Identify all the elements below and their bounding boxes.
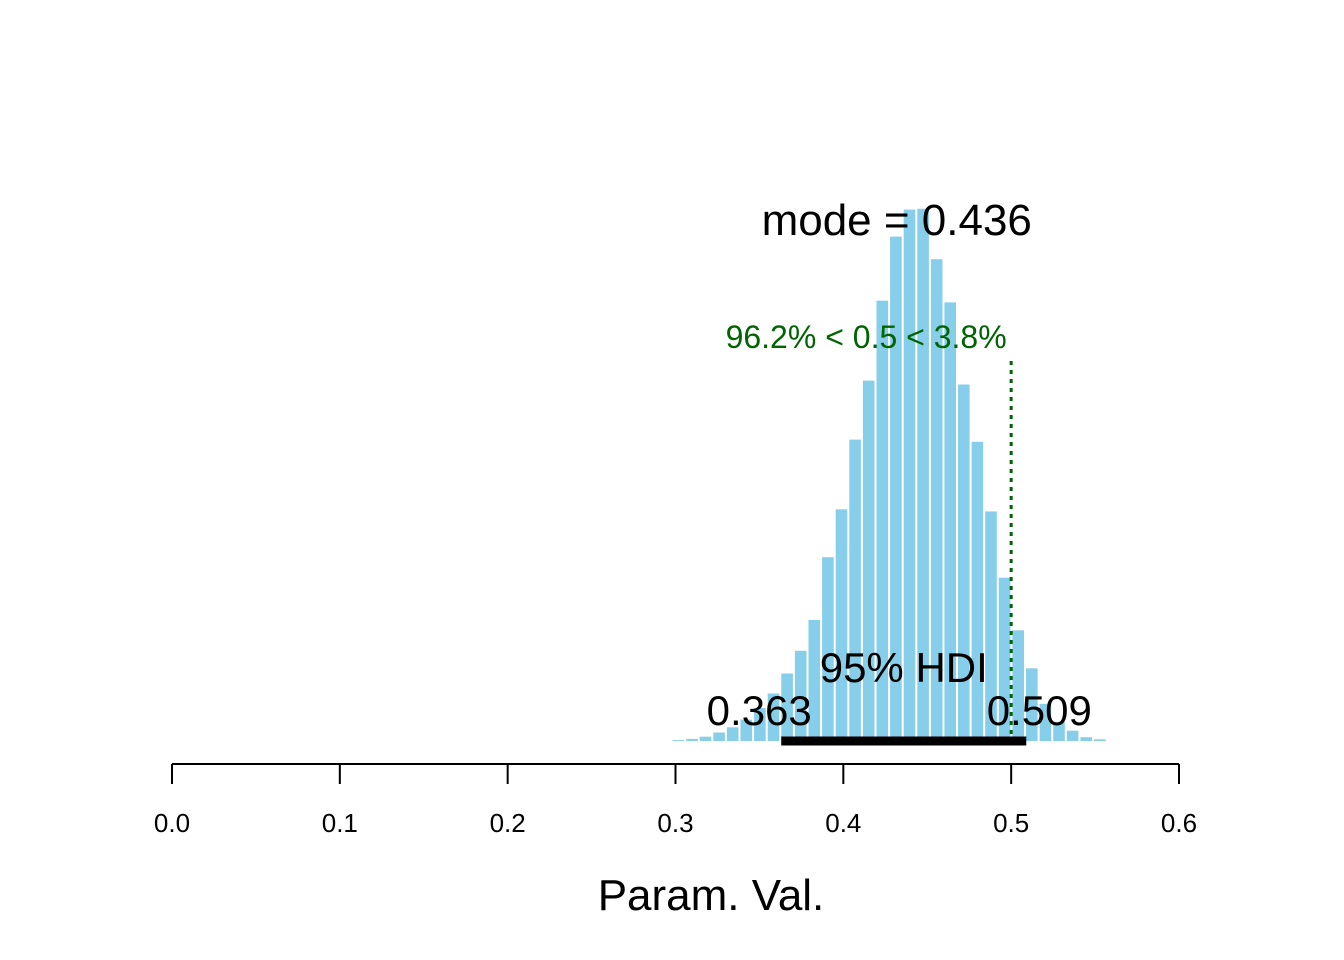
mode-label: mode = 0.436 — [762, 196, 1032, 245]
histogram-bar — [767, 693, 780, 741]
histogram-bar — [917, 208, 929, 742]
histogram-bar — [1012, 630, 1024, 741]
histogram-bar — [890, 236, 902, 741]
histogram-bar — [672, 740, 685, 741]
histogram-bar — [808, 620, 821, 741]
histogram-bar — [1094, 739, 1106, 741]
histogram-bar — [822, 557, 834, 741]
histogram-bar — [985, 511, 997, 741]
histogram-bar — [686, 738, 698, 741]
histogram-bar — [849, 439, 861, 741]
x-tick-label: 0.0 — [154, 808, 190, 838]
hdi-label: 95% HDI — [820, 644, 988, 691]
x-axis-label: Param. Val. — [598, 871, 825, 920]
comparison-label: 96.2% < 0.5 < 3.8% — [726, 319, 1007, 355]
x-tick-label: 0.3 — [657, 808, 693, 838]
histogram-bar — [1053, 721, 1065, 741]
x-tick-label: 0.5 — [993, 808, 1029, 838]
x-tick-label: 0.4 — [825, 808, 861, 838]
histogram-bar — [781, 673, 793, 741]
histogram-bar — [930, 259, 943, 741]
histogram-bar — [862, 380, 875, 741]
histogram-bar — [971, 441, 984, 741]
histogram-bar — [713, 732, 725, 741]
hdi-high-label: 0.509 — [987, 687, 1092, 734]
histogram-bar — [835, 509, 848, 741]
histogram-bar — [699, 736, 712, 741]
histogram-bar — [1066, 730, 1079, 741]
x-axis-ticks: 0.0 0.1 0.2 0.3 0.4 0.5 0.6 — [154, 764, 1197, 838]
histogram-bar — [876, 300, 889, 741]
histogram-bar — [794, 650, 807, 741]
histogram-bar — [958, 384, 970, 741]
histogram-bar — [1039, 703, 1052, 741]
histogram-bar — [1080, 737, 1092, 741]
histogram-bar — [998, 577, 1011, 741]
histogram-bar — [740, 719, 753, 741]
histogram-bar — [944, 302, 956, 741]
x-axis: 0.0 0.1 0.2 0.3 0.4 0.5 0.6 — [154, 763, 1197, 838]
histogram-bar — [1026, 668, 1038, 741]
x-tick-label: 0.1 — [322, 808, 358, 838]
histogram-bar — [726, 727, 739, 741]
x-tick-label: 0.2 — [490, 808, 526, 838]
x-tick-label: 0.6 — [1161, 808, 1197, 838]
hdi-low-label: 0.363 — [707, 687, 812, 734]
histogram-bar — [754, 708, 766, 741]
histogram-bars — [672, 208, 1106, 742]
histogram-bar — [903, 209, 916, 742]
